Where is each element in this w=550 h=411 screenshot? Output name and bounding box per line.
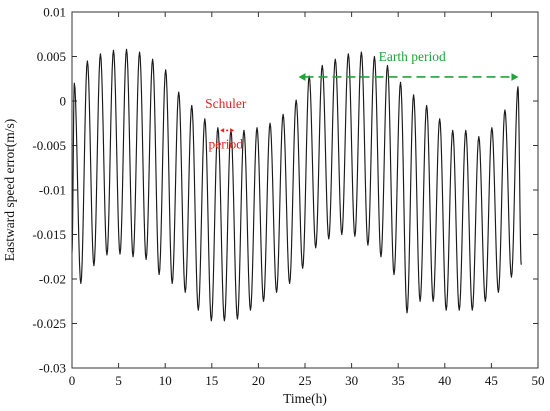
y-tick-label: 0.005 (37, 49, 66, 64)
x-tick-label: 35 (392, 373, 405, 388)
annotation-text: Earth period (379, 49, 446, 64)
x-tick-label: 15 (205, 373, 218, 388)
x-tick-label: 30 (345, 373, 358, 388)
plot-frame (71, 11, 539, 369)
x-tick-label: 50 (532, 373, 545, 388)
x-tick-label: 10 (159, 373, 172, 388)
y-tick-label: -0.015 (32, 227, 66, 242)
annotation-arrowhead-right (511, 73, 519, 81)
y-tick-label: -0.025 (32, 316, 66, 331)
annotation-text: Schuler (205, 96, 247, 111)
y-tick-label: -0.005 (32, 138, 66, 153)
x-axis-label: Time(h) (283, 391, 327, 406)
y-tick-label: 0 (60, 94, 67, 109)
annotations: Schuler period Earth period (205, 49, 519, 151)
annotation-earth: Earth period (298, 49, 519, 81)
x-tick-label: 40 (438, 373, 451, 388)
annotation-arrowhead-left (220, 128, 225, 133)
x-tick-label: 25 (299, 373, 312, 388)
x-tick-label: 45 (485, 373, 498, 388)
x-tick-label: 0 (69, 373, 76, 388)
y-axis-ticks: -0.03 -0.025 -0.02 -0.015 -0.01 -0.005 0 0.005 0… (32, 5, 538, 376)
y-tick-label: 0.01 (43, 5, 66, 20)
x-tick-label: 5 (115, 373, 122, 388)
annotation-arrowhead-left (298, 73, 306, 81)
annotation-schuler: Schuler period (205, 96, 247, 151)
x-axis-ticks: 0 5 10 15 20 25 30 35 40 45 50 (69, 12, 545, 388)
annotation-text: period (209, 136, 244, 151)
y-tick-label: -0.01 (39, 183, 66, 198)
x-tick-label: 20 (252, 373, 265, 388)
y-axis-label: Eastward speed error(m/s) (2, 119, 17, 261)
annotation-arrowhead-right (230, 128, 235, 133)
series-line (71, 48, 522, 322)
y-tick-label: -0.02 (39, 272, 66, 287)
y-tick-label: -0.03 (39, 361, 66, 376)
